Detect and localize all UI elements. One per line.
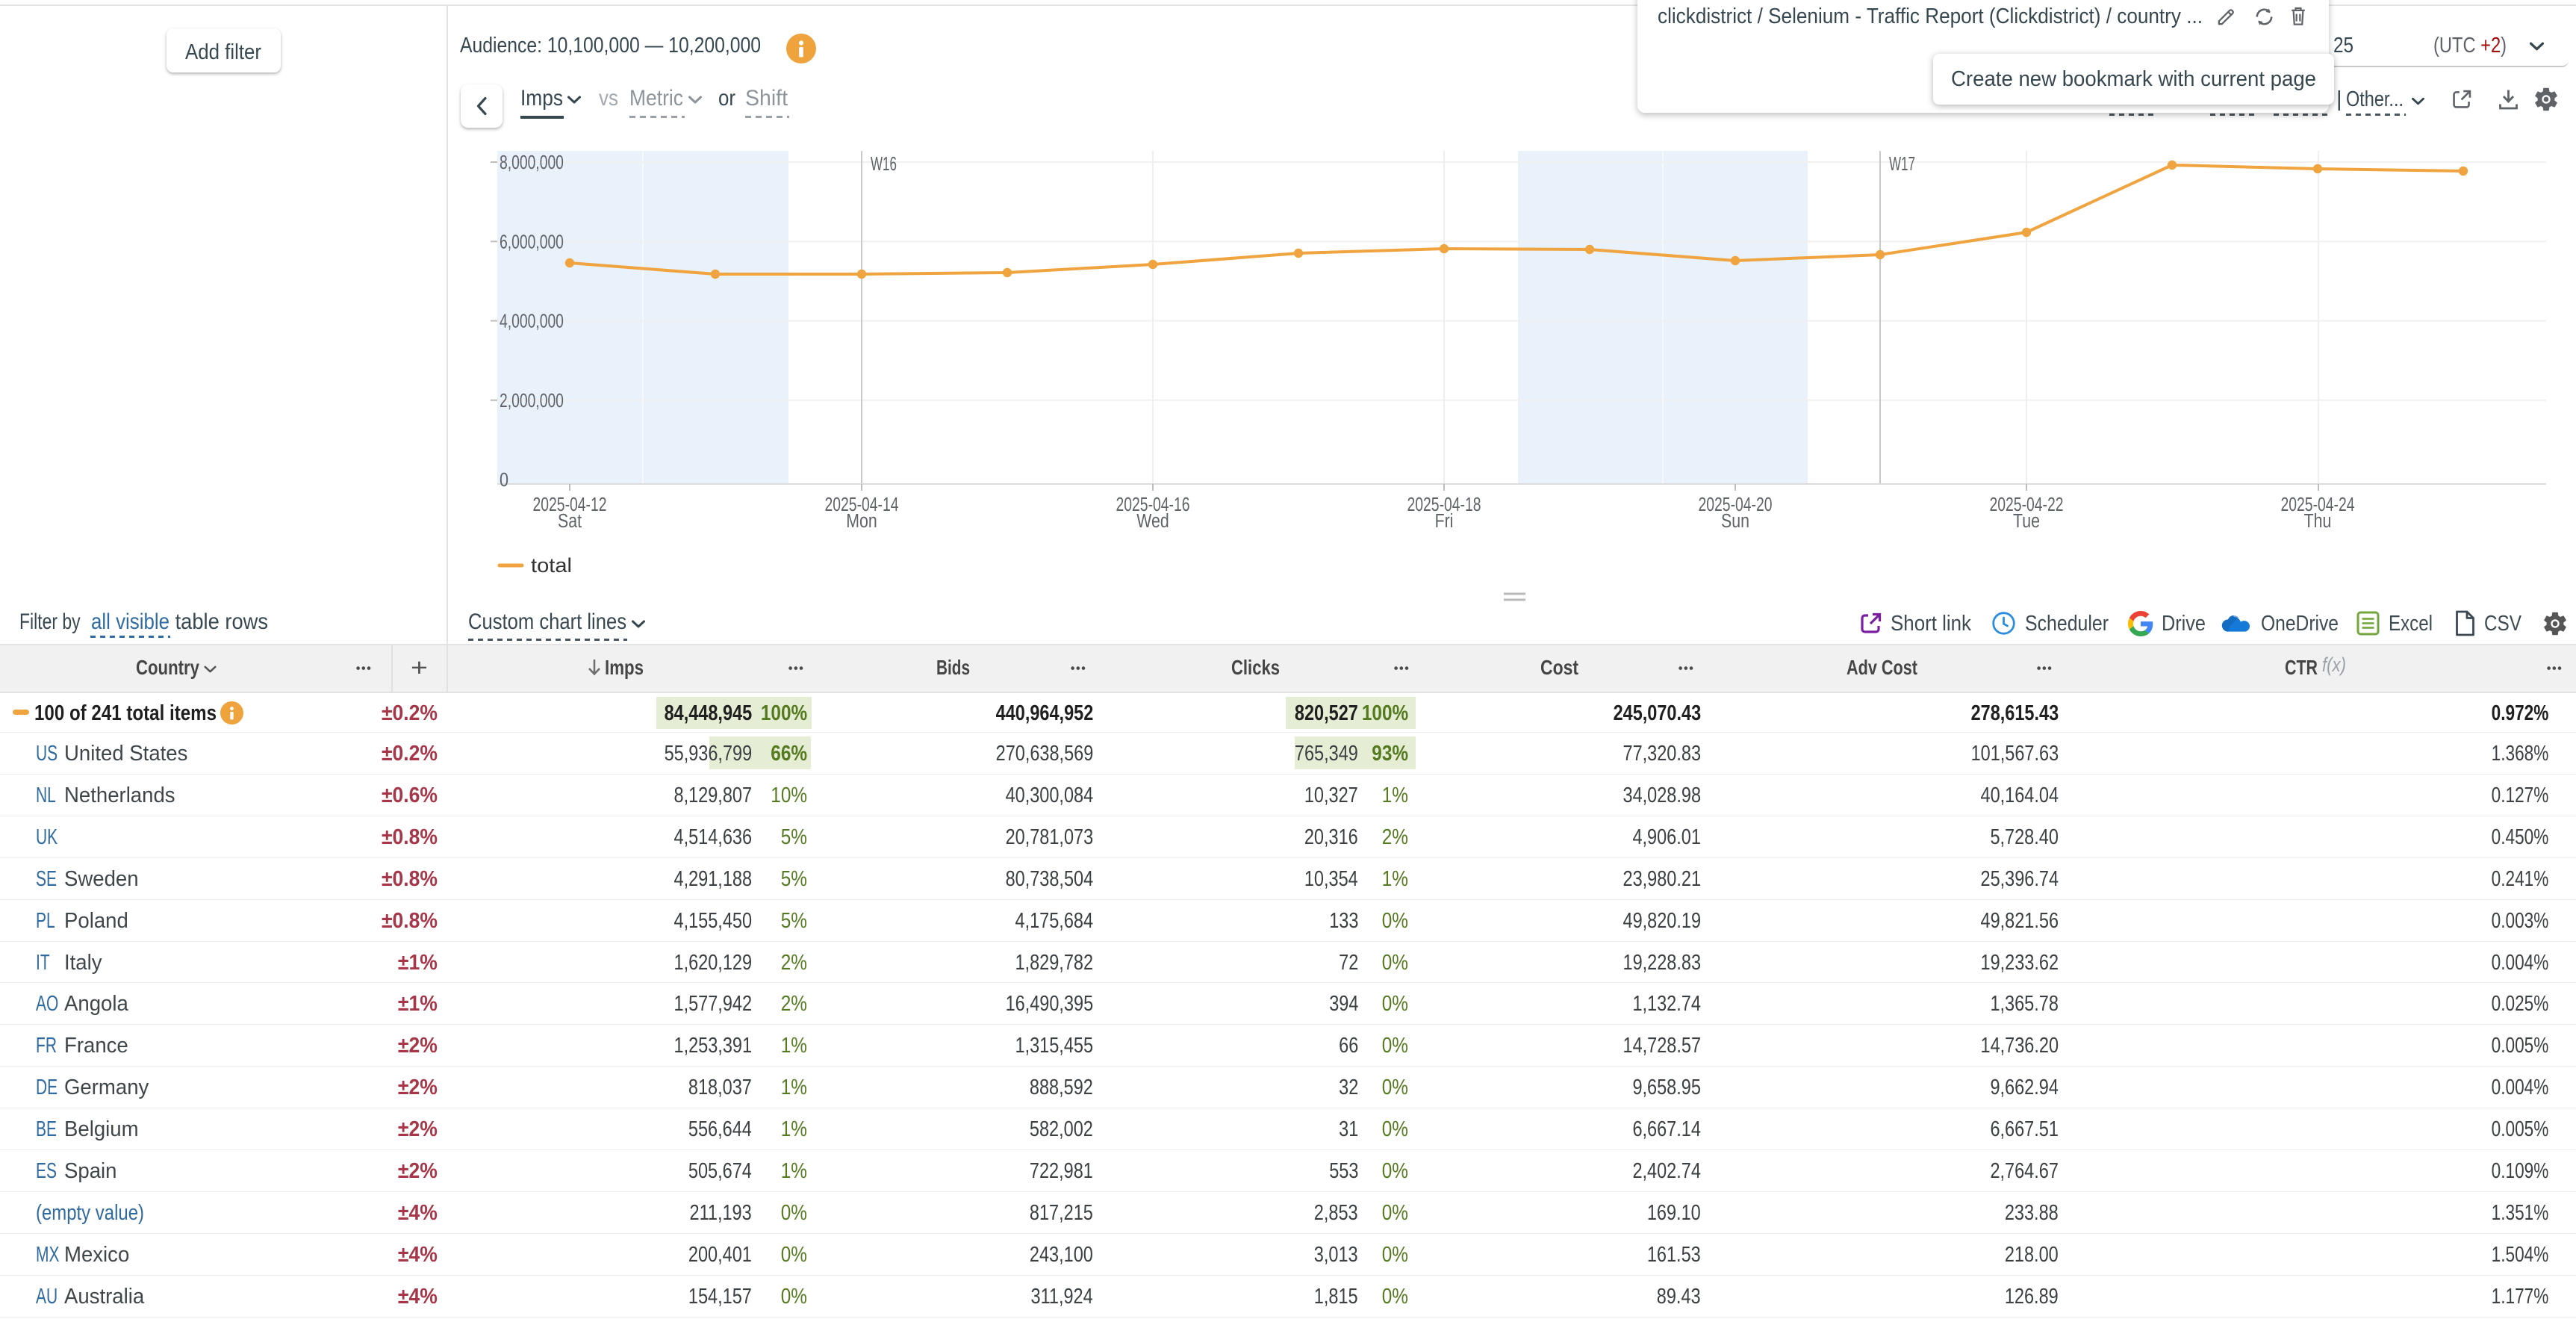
svg-text:Fri: Fri xyxy=(1435,510,1454,533)
svg-text:Wed: Wed xyxy=(1136,510,1169,533)
svg-text:2025-04-22: 2025-04-22 xyxy=(1990,493,2064,515)
svg-text:2025-04-14: 2025-04-14 xyxy=(825,493,899,515)
svg-text:0: 0 xyxy=(500,469,508,491)
svg-text:W17: W17 xyxy=(1889,152,1915,175)
svg-text:2025-04-16: 2025-04-16 xyxy=(1116,493,1190,515)
svg-text:6,000,000: 6,000,000 xyxy=(500,230,564,252)
svg-text:2025-04-20: 2025-04-20 xyxy=(1699,493,1773,515)
svg-text:8,000,000: 8,000,000 xyxy=(500,151,564,173)
svg-text:Sat: Sat xyxy=(558,510,582,533)
svg-text:Thu: Thu xyxy=(2304,510,2332,533)
svg-text:2,000,000: 2,000,000 xyxy=(500,389,564,412)
svg-text:2025-04-18: 2025-04-18 xyxy=(1407,493,1481,515)
svg-text:4,000,000: 4,000,000 xyxy=(500,310,564,332)
svg-text:2025-04-24: 2025-04-24 xyxy=(2281,493,2355,515)
svg-text:Sun: Sun xyxy=(1721,510,1749,533)
svg-text:2025-04-12: 2025-04-12 xyxy=(533,493,607,515)
svg-text:total: total xyxy=(531,554,572,577)
svg-text:Mon: Mon xyxy=(846,510,877,533)
svg-text:Tue: Tue xyxy=(2013,510,2040,533)
svg-text:W16: W16 xyxy=(871,152,897,175)
